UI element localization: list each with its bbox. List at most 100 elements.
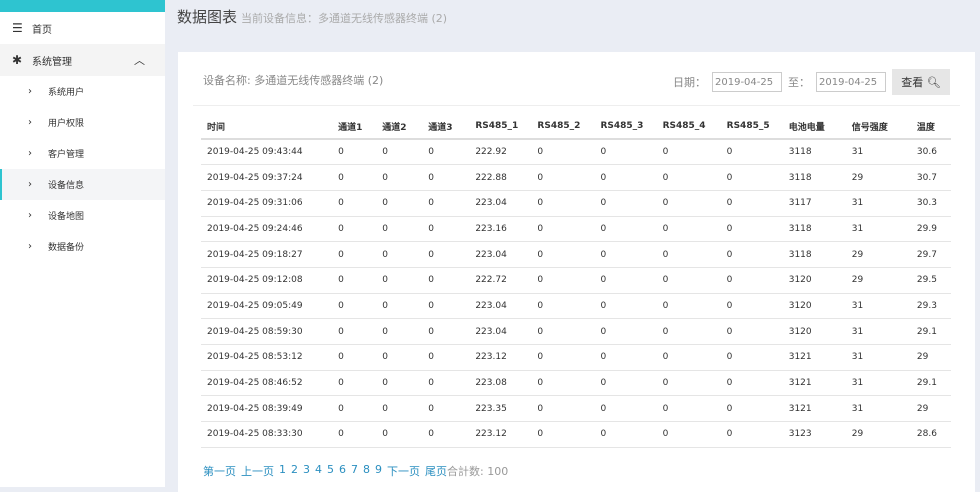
page-link[interactable]: 9 [375,463,382,476]
table-cell: 0 [422,318,470,345]
table-cell: 0 [720,267,783,294]
chevron-right-icon: › [28,210,32,221]
column-header[interactable]: 通道3 [422,114,470,140]
column-header[interactable]: 电池电量 [782,114,846,140]
title-text: 数据图表 [177,8,238,26]
table-cell: 0 [332,164,377,191]
column-header[interactable]: RS485_1 [469,114,532,140]
column-header[interactable]: 时间 [201,114,333,140]
table-cell: 2019-04-25 09:18:27 [201,241,333,268]
table-cell: 29.7 [910,241,951,268]
table-cell: 0 [332,293,377,320]
table-cell: 222.88 [469,164,532,191]
page-link[interactable]: 2 [291,463,298,476]
page-subtitle: 当前设备信息：多通道无线传感器终端 (2) [241,12,448,25]
table-cell: 0 [332,318,377,345]
column-header[interactable]: RS485_3 [594,114,657,140]
view-button[interactable]: 查看 🔍︎ [892,69,950,95]
sidebar-item-label: 用户权限 [48,119,85,129]
table-cell: 31 [845,139,911,166]
table-cell: 0 [422,344,470,371]
table-cell: 0 [720,139,783,166]
column-header[interactable]: RS485_2 [531,114,595,140]
table-cell: 0 [531,344,595,371]
table-cell: 0 [656,216,721,243]
table-cell: 0 [332,344,377,371]
table-cell: 0 [594,395,657,423]
page-link[interactable]: 3 [303,463,310,476]
table-cell: 0 [656,241,721,268]
table-row: 2019-04-25 09:24:46 0 0 0 223.16 0 0 0 0 3118 31 29… [201,216,951,243]
total-count: 合計数: 100 [447,465,509,478]
view-label: 查看 [901,76,924,89]
table-cell: 3123 [782,421,846,448]
table-cell: 0 [332,190,377,217]
table-cell: 3118 [782,216,846,243]
table-cell: 2019-04-25 09:24:46 [201,216,333,243]
table-cell: 3120 [782,318,846,345]
table-cell: 0 [720,421,783,448]
nav-system-management[interactable]: ✱ 系统管理 ︿ [0,44,165,76]
table-cell: 0 [376,216,423,243]
page-link[interactable]: 5 [327,463,334,476]
date-to-input[interactable] [816,72,886,92]
table-cell: 0 [332,421,377,448]
table-cell: 31 [845,216,911,243]
sidebar-item-label: 数据备份 [48,243,85,253]
table-cell: 0 [594,344,657,371]
page-link[interactable]: 4 [315,463,322,476]
table-cell: 0 [656,164,721,191]
table-cell: 0 [531,395,595,423]
page-link[interactable]: 6 [339,463,346,476]
table-cell: 0 [656,370,721,397]
table-cell: 0 [594,190,657,217]
prev-page-link[interactable]: 上一页 [241,465,274,478]
chevron-right-icon: › [28,117,32,128]
table-cell: 0 [594,241,657,268]
column-header[interactable]: 通道2 [376,114,423,140]
table-cell: 0 [422,267,470,294]
table-cell: 0 [422,395,470,423]
next-page-link[interactable]: 下一页 [387,465,420,478]
table-cell: 222.92 [469,139,532,166]
table-row: 2019-04-25 09:18:27 0 0 0 223.04 0 0 0 0 3118 29 29… [201,241,951,268]
table-cell: 0 [656,267,721,294]
table-cell: 29 [910,395,951,423]
page-link[interactable]: 7 [351,463,358,476]
sidebar-item[interactable]: › 用户权限 [0,107,165,138]
table-cell: 0 [720,318,783,345]
chevron-right-icon: › [28,86,32,97]
table-cell: 0 [531,370,595,397]
menu-icon: ☰ [12,21,23,35]
date-from-input[interactable] [712,72,782,92]
first-page-link[interactable]: 第一页 [203,465,236,478]
sidebar-top-bar [0,0,165,12]
page-link[interactable]: 1 [279,463,286,476]
sidebar-item[interactable]: › 数据备份 [0,231,165,262]
nav-home[interactable]: ☰ 首页 [0,12,165,44]
sidebar-item[interactable]: › 系统用户 [0,76,165,107]
table-cell: 0 [720,293,783,320]
table-cell: 31 [845,318,911,345]
sidebar-item[interactable]: › 设备信息 [0,169,165,200]
column-header[interactable]: RS485_5 [720,114,783,140]
sidebar-item[interactable]: › 客户管理 [0,138,165,169]
page-title: 数据图表 当前设备信息：多通道无线传感器终端 (2) [177,6,447,27]
table-cell: 0 [422,241,470,268]
table-row: 2019-04-25 09:31:06 0 0 0 223.04 0 0 0 0 3117 31 30… [201,190,951,217]
page-link[interactable]: 8 [363,463,370,476]
last-page-link[interactable]: 尾页 [425,465,447,478]
column-header[interactable]: RS485_4 [656,114,721,140]
table-cell: 0 [422,370,470,397]
column-header[interactable]: 通道1 [332,114,377,140]
table-cell: 0 [376,395,423,423]
table-cell: 0 [594,318,657,345]
column-header[interactable]: 温度 [910,114,951,140]
table-cell: 29.5 [910,267,951,294]
table-cell: 0 [422,293,470,320]
column-header[interactable]: 信号强度 [845,114,911,140]
table-cell: 3120 [782,293,846,320]
sidebar-item[interactable]: › 设备地图 [0,200,165,231]
to-label: 至： [788,76,810,89]
table-cell: 0 [531,267,595,294]
